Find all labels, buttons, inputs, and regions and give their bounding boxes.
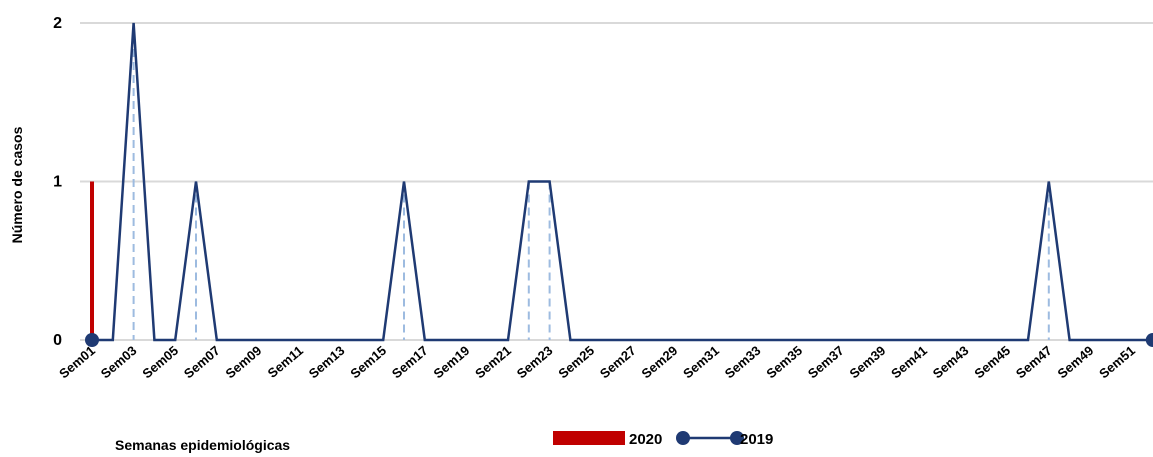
x-tick-label: Sem39 <box>847 343 889 381</box>
x-tick-label: Sem35 <box>763 343 805 381</box>
x-tick-label: Sem13 <box>306 343 348 381</box>
marker <box>85 333 99 347</box>
x-tick-label: Sem37 <box>805 343 847 381</box>
line <box>92 22 1153 342</box>
x-tick-label: Sem07 <box>181 343 223 381</box>
x-tick-label: Sem27 <box>597 343 639 381</box>
x-tick-label: Sem41 <box>888 343 930 381</box>
marker <box>1145 333 1153 347</box>
x-tick-label: Sem51 <box>1096 343 1138 381</box>
x-tick-label: Sem05 <box>139 343 181 381</box>
legend-swatch <box>730 431 744 445</box>
legend-label: 2019 <box>740 431 773 448</box>
x-tick-label: Sem23 <box>514 343 556 381</box>
y-tick-label: 0 <box>53 332 62 349</box>
x-tick-label: Sem17 <box>389 343 431 381</box>
x-tick-label: Sem03 <box>98 343 140 381</box>
x-tick-label: Sem11 <box>265 343 306 381</box>
x-tick-label: Sem49 <box>1055 343 1097 381</box>
x-tick-label: Sem21 <box>472 343 514 381</box>
x-tick-label: Sem33 <box>722 343 764 381</box>
x-tick-label: Sem47 <box>1013 343 1055 381</box>
x-tick-label: Sem45 <box>971 343 1013 381</box>
bar <box>90 181 94 340</box>
x-axis-title: Semanas epidemiológicas <box>115 437 290 453</box>
x-tick-label: Sem25 <box>555 343 597 381</box>
x-tick-label: Sem15 <box>347 343 389 381</box>
y-tick-label: 2 <box>53 15 62 32</box>
x-tick-label: Sem01 <box>56 343 98 381</box>
x-tick-label: Sem43 <box>930 343 972 381</box>
x-tick-label: Sem09 <box>223 343 265 381</box>
legend-swatch <box>676 431 690 445</box>
y-tick-label: 1 <box>53 174 62 191</box>
x-tick-label: Sem19 <box>431 343 473 381</box>
x-tick-label: Sem29 <box>639 343 681 381</box>
x-tick-label: Sem31 <box>680 343 722 381</box>
y-axis-title: Número de casos <box>9 126 25 243</box>
legend-swatch <box>553 431 625 445</box>
legend-label: 2020 <box>629 431 662 448</box>
